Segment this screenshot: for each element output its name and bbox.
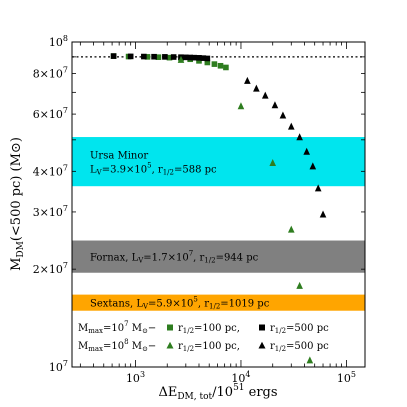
legend-row-1: Mmax=108 M⊙− bbox=[78, 338, 156, 353]
point-s1-8 bbox=[187, 54, 193, 61]
point-s1-3 bbox=[151, 53, 157, 60]
point-s0-10 bbox=[217, 62, 224, 69]
point-t2-3 bbox=[287, 225, 295, 233]
y-tick-label-6: 108 bbox=[49, 34, 68, 49]
y-tick-label-5: 8×107 bbox=[33, 65, 68, 80]
point-s1-5 bbox=[170, 54, 177, 60]
legend-r2-1: r1/2=500 pc bbox=[270, 341, 329, 353]
band-label-1-0: Fornax, LV=1.7×107, r1/2=944 pc bbox=[90, 250, 259, 265]
legend-marker-green-triangle bbox=[166, 341, 174, 349]
point-t2-5 bbox=[306, 356, 314, 364]
point-s1-9 bbox=[191, 54, 197, 61]
point-t3-9 bbox=[314, 184, 322, 192]
point-t3-3 bbox=[271, 101, 279, 109]
ticks-layer bbox=[72, 41, 365, 368]
point-s1-1 bbox=[127, 53, 134, 60]
x-axis-label: ΔEDM, tot/1051 ergs bbox=[158, 383, 277, 402]
point-t2-0 bbox=[177, 55, 185, 63]
point-s0-4 bbox=[166, 54, 173, 61]
plot-frame bbox=[71, 41, 366, 368]
y-axis-label: MDM(<500 pc) (M⊙) bbox=[9, 137, 26, 271]
point-s0-7 bbox=[196, 58, 202, 64]
points-layer bbox=[110, 53, 327, 364]
point-s0-11 bbox=[223, 64, 229, 71]
legend-marker-black-square bbox=[259, 324, 265, 331]
bands-layer bbox=[72, 137, 365, 311]
point-t2-2 bbox=[269, 158, 277, 166]
y-tick-label-2: 3×107 bbox=[33, 204, 68, 219]
band-2 bbox=[72, 294, 365, 311]
band-label-0-0: Ursa Minor bbox=[90, 151, 148, 162]
legend-r2-0: r1/2=500 pc bbox=[270, 323, 329, 335]
point-t3-0 bbox=[244, 76, 251, 84]
legend-r1-1: r1/2=100 pc, bbox=[178, 341, 240, 353]
x-tick-label-2: 105 bbox=[337, 370, 356, 385]
point-s0-8 bbox=[204, 59, 211, 66]
point-s1-11 bbox=[200, 55, 207, 61]
legend-marker-green-square bbox=[167, 324, 173, 331]
y-tick-label-0: 107 bbox=[49, 359, 68, 374]
point-s1-7 bbox=[183, 54, 189, 61]
legend-r1-0: r1/2=100 pc, bbox=[178, 323, 240, 335]
legend-row-0: Mmax=107 M⊙− bbox=[78, 320, 156, 335]
band-label-2-0: Sextans, LV=5.9×105, r1/2=1019 pc bbox=[90, 296, 270, 311]
point-s1-10 bbox=[196, 55, 202, 61]
point-t3-5 bbox=[287, 122, 295, 130]
point-t3-8 bbox=[309, 162, 317, 170]
x-tick-label-1: 104 bbox=[231, 370, 250, 385]
y-tick-label-3: 4×107 bbox=[33, 163, 68, 178]
x-tick-label-0: 103 bbox=[126, 370, 145, 385]
point-t3-10 bbox=[319, 210, 327, 218]
point-t3-2 bbox=[261, 91, 269, 99]
point-s1-0 bbox=[110, 53, 117, 59]
point-s1-12 bbox=[204, 55, 211, 62]
legend: Mmax=107 M⊙− r1/2=100 pc, r1/2=500 pc Mmax=… bbox=[78, 320, 329, 353]
legend-marker-black-triangle bbox=[258, 341, 266, 349]
y-tick-label-1: 2×107 bbox=[33, 261, 68, 276]
point-t3-6 bbox=[296, 133, 303, 141]
band-1 bbox=[72, 240, 365, 273]
point-t3-1 bbox=[253, 84, 260, 92]
point-s0-2 bbox=[144, 54, 151, 60]
point-t2-4 bbox=[296, 281, 303, 289]
point-s0-9 bbox=[211, 61, 218, 67]
band-label-0-1: LV=3.9×105, r1/2=588 pc bbox=[90, 162, 217, 177]
point-s1-2 bbox=[141, 53, 147, 60]
point-t3-4 bbox=[279, 111, 287, 119]
tick-labels-layer: 103 104 105 107 2×107 3×107 4×107 6×107 8×107 108 bbox=[33, 34, 356, 385]
point-s1-4 bbox=[162, 54, 168, 60]
y-tick-label-4: 6×107 bbox=[33, 106, 68, 121]
point-t3-7 bbox=[303, 147, 310, 155]
band-0 bbox=[72, 137, 365, 187]
point-s0-3 bbox=[155, 54, 162, 60]
point-t2-1 bbox=[237, 102, 245, 110]
